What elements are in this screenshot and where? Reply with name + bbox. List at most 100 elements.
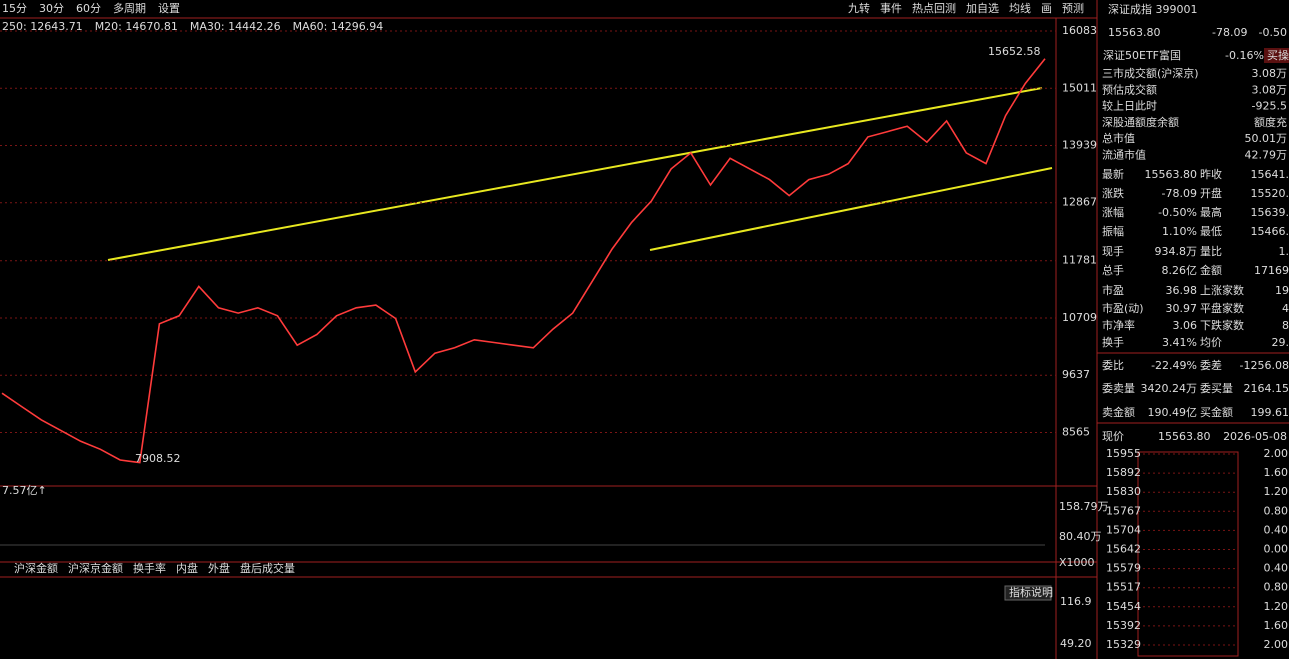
- grid-value: 36.98: [1166, 284, 1198, 297]
- channel-line: [107, 87, 1043, 261]
- grid-label: 市盈(动): [1102, 301, 1144, 315]
- toolbar-item[interactable]: 30分: [39, 2, 64, 15]
- etf-action[interactable]: 买操: [1267, 48, 1289, 62]
- high-label: 15652.58: [988, 45, 1041, 58]
- quote-price: 15563.80: [1108, 26, 1161, 39]
- info-value: 3.08万: [1252, 83, 1288, 96]
- toolbar-item[interactable]: 热点回测: [912, 2, 956, 15]
- toolbar-item[interactable]: 设置: [158, 2, 180, 15]
- mini-left-label: 15892: [1106, 466, 1141, 479]
- grid-label: 委卖量: [1102, 382, 1135, 395]
- y-tick-label: 10709: [1062, 311, 1097, 324]
- y-tick-label: 11781: [1062, 254, 1097, 267]
- mini-right-label: 0.40: [1264, 562, 1289, 575]
- toolbar-item[interactable]: 九转: [848, 1, 870, 15]
- tab[interactable]: 内盘: [176, 561, 198, 575]
- mini-left-label: 15642: [1106, 543, 1141, 556]
- grid-value: 3.41%: [1162, 336, 1197, 349]
- grid-label: 最低: [1200, 225, 1222, 238]
- grid-value: 4: [1282, 302, 1289, 315]
- info-value: 42.79万: [1245, 149, 1288, 162]
- etf-action-box[interactable]: [1264, 48, 1289, 63]
- low-label: 7908.52: [135, 452, 181, 465]
- tab[interactable]: 盘后成交量: [240, 561, 295, 575]
- mini-right-label: 1.20: [1264, 485, 1289, 498]
- grid-label: 平盘家数: [1200, 301, 1244, 315]
- toolbar-item[interactable]: 画: [1041, 2, 1052, 15]
- grid-label: 昨收: [1200, 167, 1222, 181]
- y-tick-label: 15011: [1062, 81, 1097, 94]
- grid-value: 934.8万: [1155, 245, 1198, 258]
- grid-label: 委差: [1200, 358, 1222, 372]
- mini-left-label: 15767: [1106, 504, 1141, 517]
- y-tick-label: 13939: [1062, 139, 1097, 152]
- info-label: 三市成交额(沪深京): [1102, 66, 1199, 80]
- mini-right-label: 2.00: [1264, 638, 1289, 651]
- grid-value: 1.10%: [1162, 225, 1197, 238]
- grid-value: 15639.: [1251, 206, 1289, 219]
- etf-name[interactable]: 深证50ETF富国: [1103, 48, 1181, 62]
- mini-left-label: 15454: [1106, 600, 1141, 613]
- grid-label: 均价: [1200, 336, 1222, 349]
- grid-label: 振幅: [1102, 224, 1124, 238]
- grid-value: 3420.24万: [1141, 382, 1198, 395]
- mini-left-label: 15830: [1106, 485, 1141, 498]
- grid-value: -22.49%: [1151, 359, 1197, 372]
- info-value: -925.5: [1252, 100, 1287, 113]
- ma-legend: MA30: 14442.26: [190, 20, 281, 33]
- ma-legend: M20: 14670.81: [95, 20, 178, 33]
- indicator-button-box[interactable]: [1004, 585, 1052, 601]
- grid-label: 金额: [1200, 263, 1222, 277]
- etf-pct: -0.16%: [1225, 49, 1264, 62]
- tab[interactable]: 外盘: [208, 561, 230, 575]
- toolbar-item[interactable]: 预测: [1062, 2, 1084, 15]
- grid-value: 199.61: [1251, 406, 1289, 419]
- price-line: [1, 58, 1046, 464]
- grid-label: 市盈: [1102, 283, 1124, 297]
- tab[interactable]: 沪深金额: [14, 561, 58, 575]
- grid-label: 市净率: [1102, 318, 1135, 332]
- mini-right-label: 1.60: [1264, 619, 1289, 632]
- mini-left-label: 15955: [1106, 447, 1141, 460]
- info-value: 额度充: [1254, 115, 1287, 129]
- info-value: 3.08万: [1252, 67, 1288, 80]
- toolbar-item[interactable]: 均线: [1009, 1, 1031, 15]
- info-label: 预估成交额: [1102, 82, 1157, 96]
- y-tick-label: 9637: [1062, 368, 1090, 381]
- volume-label: X1000: [1059, 556, 1095, 569]
- grid-label: 总手: [1102, 263, 1124, 277]
- toolbar-item[interactable]: 事件: [880, 2, 902, 15]
- mini-left-label: 15392: [1106, 619, 1141, 632]
- grid-value: 15641.: [1251, 168, 1289, 181]
- ma-legend: 250: 12643.71: [2, 20, 83, 33]
- indicator-label: 49.20: [1060, 637, 1092, 650]
- grid-value: -0.50%: [1158, 206, 1197, 219]
- channel-line: [649, 167, 1053, 251]
- indicator-label: 116.9: [1060, 595, 1092, 608]
- mini-right-label: 1.20: [1264, 600, 1289, 613]
- grid-label: 上涨家数: [1200, 283, 1244, 297]
- toolbar-item[interactable]: 加自选: [966, 2, 999, 15]
- mini-right-label: 2.00: [1264, 447, 1289, 460]
- grid-value: 15563.80: [1145, 168, 1198, 181]
- toolbar-item[interactable]: 15分: [2, 2, 27, 15]
- quote-change-pct: -0.50: [1259, 26, 1287, 39]
- y-tick-label: 8565: [1062, 425, 1090, 438]
- grid-label: 量比: [1200, 245, 1222, 258]
- grid-label: 买金额: [1200, 405, 1233, 419]
- grid-label: 委比: [1102, 359, 1124, 372]
- now-date: 2026-05-08: [1223, 430, 1287, 443]
- info-label: 深股通额度余额: [1102, 115, 1179, 129]
- grid-value: 29.: [1272, 336, 1289, 349]
- mini-right-label: 0.40: [1264, 523, 1289, 536]
- grid-label: 最新: [1102, 167, 1124, 181]
- grid-label: 委买量: [1200, 382, 1233, 395]
- volume-label: 158.79万: [1059, 500, 1109, 513]
- toolbar-item[interactable]: 60分: [76, 2, 101, 15]
- grid-label: 现手: [1102, 244, 1124, 258]
- tab[interactable]: 沪深京金额: [68, 561, 123, 575]
- tab[interactable]: 换手率: [133, 561, 166, 575]
- toolbar-item[interactable]: 多周期: [113, 1, 146, 15]
- indicator-button[interactable]: 指标说明: [1009, 585, 1053, 599]
- grid-value: 15466.: [1251, 225, 1289, 238]
